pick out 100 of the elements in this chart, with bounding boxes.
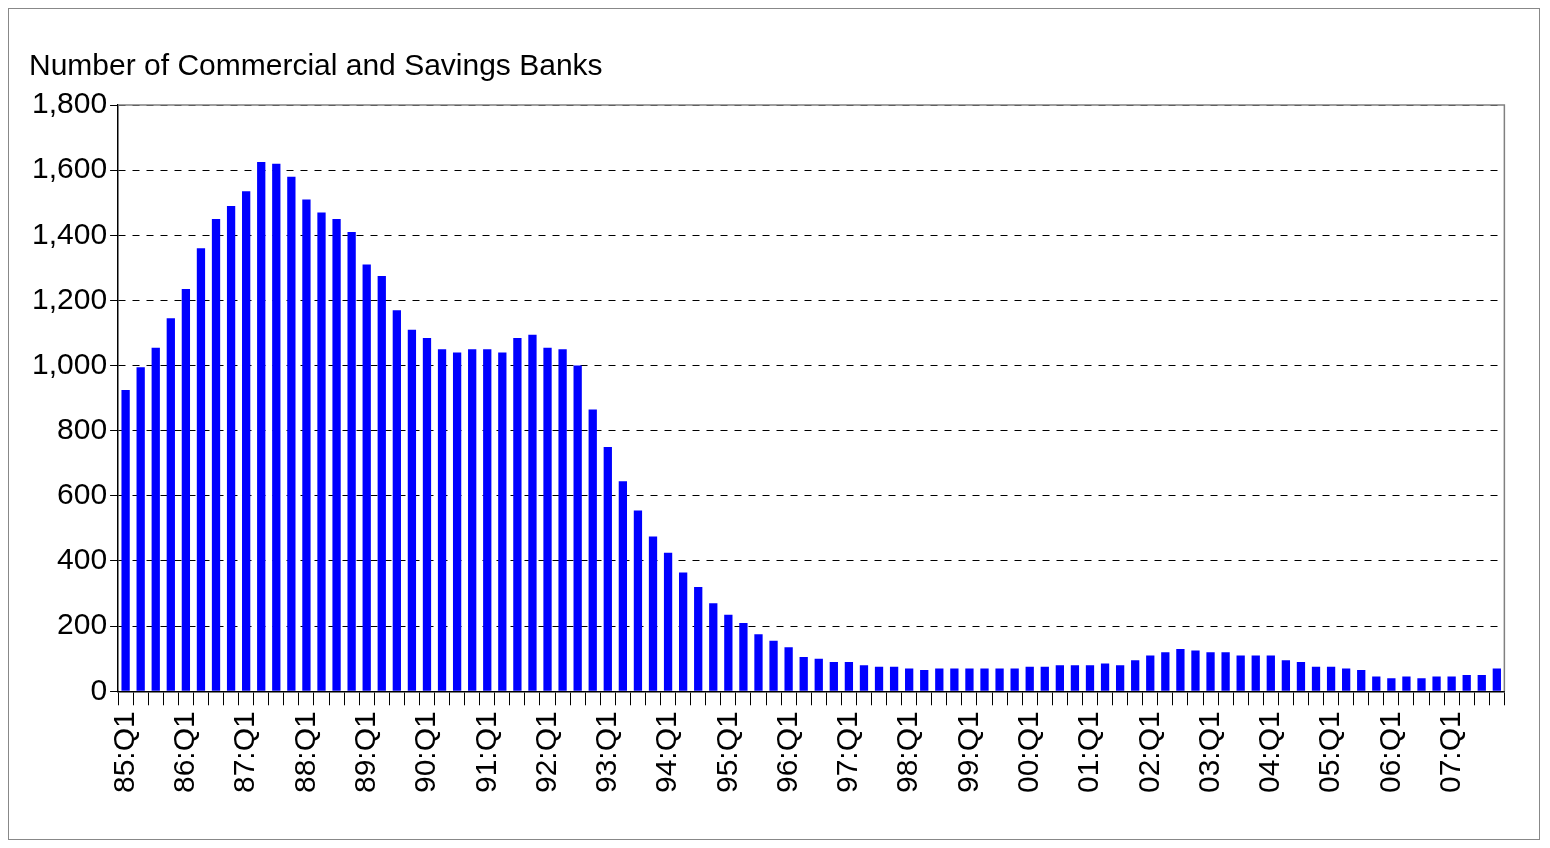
x-tick-label: 05:Q1 — [1312, 711, 1346, 794]
bar — [1206, 652, 1215, 691]
bar — [272, 163, 281, 691]
bar — [1070, 665, 1080, 691]
bar — [1146, 655, 1155, 691]
bar — [1161, 652, 1170, 691]
bar — [1251, 655, 1260, 691]
bar — [1236, 655, 1245, 691]
bar — [1010, 668, 1019, 691]
bar — [754, 634, 763, 691]
y-tick-label: 600 — [57, 477, 108, 511]
bar — [452, 352, 462, 691]
x-tick-label: 90:Q1 — [408, 711, 442, 794]
bar — [739, 622, 748, 691]
bar — [1085, 665, 1095, 691]
bar — [935, 668, 944, 691]
x-tick-label: 98:Q1 — [890, 711, 924, 794]
bar — [1372, 676, 1381, 691]
chart-title: Number of Commercial and Savings Banks — [29, 48, 603, 82]
bar — [211, 219, 221, 691]
bar — [151, 347, 160, 691]
bar — [784, 647, 793, 691]
bar — [1492, 668, 1501, 691]
bar — [679, 572, 688, 691]
bar — [769, 640, 778, 691]
x-tick-label: 97:Q1 — [830, 711, 864, 794]
y-tick-label: 1,400 — [32, 216, 108, 250]
x-tick-label: 96:Q1 — [769, 711, 803, 794]
bar — [483, 349, 492, 691]
bar — [1266, 655, 1275, 691]
bar — [603, 447, 612, 691]
bar — [588, 409, 597, 691]
bar — [1447, 676, 1456, 691]
y-tick-label: 800 — [57, 411, 108, 445]
bar — [829, 661, 838, 691]
y-tick-label: 1,200 — [32, 281, 108, 315]
bar — [498, 352, 507, 691]
x-tick-label: 85:Q1 — [106, 711, 140, 794]
x-tick-label: 07:Q1 — [1432, 711, 1466, 794]
bar — [905, 668, 914, 691]
bar — [166, 318, 175, 691]
bar — [694, 587, 703, 691]
x-tick-label: 02:Q1 — [1131, 711, 1165, 794]
bar — [332, 219, 341, 691]
bar — [1417, 678, 1426, 691]
bar — [543, 347, 552, 691]
y-tick-label: 1,600 — [32, 151, 108, 185]
bar — [121, 390, 130, 691]
bar — [422, 337, 432, 691]
bar — [980, 668, 989, 691]
bar — [1025, 666, 1034, 691]
bar — [709, 603, 718, 691]
bar — [633, 510, 643, 691]
bar — [377, 276, 386, 691]
y-tick-label: 200 — [57, 607, 108, 641]
x-tick-label: 92:Q1 — [528, 711, 562, 794]
bar — [920, 670, 929, 691]
bar — [1100, 663, 1110, 691]
bar — [317, 212, 326, 691]
bar — [1296, 661, 1306, 691]
bar — [1462, 674, 1471, 691]
y-tick-label: 400 — [57, 542, 108, 576]
x-tick-label: 99:Q1 — [950, 711, 984, 794]
bar — [1131, 660, 1140, 691]
bar — [437, 349, 447, 691]
x-tick-label: 03:Q1 — [1191, 711, 1225, 794]
x-tick-label: 86:Q1 — [167, 711, 201, 794]
bar — [392, 310, 401, 691]
y-tick-label: 1,800 — [32, 86, 108, 120]
bar — [1311, 666, 1321, 691]
bar — [362, 264, 371, 691]
bar — [181, 289, 191, 691]
bar — [257, 162, 266, 691]
bar — [528, 334, 537, 691]
bar — [242, 191, 251, 691]
bar — [302, 199, 311, 691]
bar — [663, 552, 673, 691]
bar — [618, 481, 628, 691]
x-tick-label: 91:Q1 — [468, 711, 502, 794]
bar — [889, 666, 899, 691]
x-tick-label: 06:Q1 — [1372, 711, 1406, 794]
bar — [468, 349, 477, 691]
y-tick-label: 0 — [90, 672, 108, 706]
y-tick-label: 1,000 — [32, 346, 108, 380]
bar — [965, 668, 974, 691]
bar — [287, 176, 296, 691]
bar — [136, 367, 145, 691]
bar — [995, 668, 1004, 691]
bar — [814, 658, 823, 691]
bar — [950, 668, 959, 691]
x-tick-label: 88:Q1 — [287, 711, 321, 794]
bar — [1402, 676, 1411, 691]
x-tick-label: 87:Q1 — [227, 711, 261, 794]
bar — [1477, 674, 1486, 691]
bar — [1115, 665, 1125, 691]
bar — [1191, 650, 1200, 691]
bar — [573, 365, 582, 691]
bar — [1176, 648, 1185, 691]
bar — [513, 337, 522, 691]
bar — [1342, 668, 1351, 691]
